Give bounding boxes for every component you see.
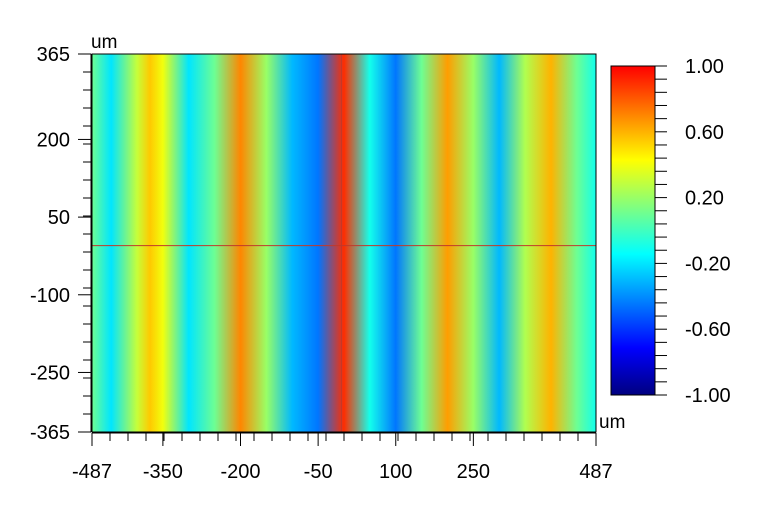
y-axis: 365 200 50 -100 -250 -365 (30, 44, 92, 444)
y-tick-label: -365 (30, 422, 70, 444)
y-tick-label: -250 (30, 362, 70, 384)
x-tick-label: -50 (304, 461, 333, 483)
colorbar-tick-label: -0.60 (685, 319, 731, 341)
plot-area (91, 53, 597, 433)
plot-frame (91, 53, 597, 433)
colorbar-scale (610, 65, 656, 396)
x-tick-label: -200 (220, 461, 260, 483)
colorbar-tick-label: -0.20 (685, 253, 731, 275)
y-tick-label: 50 (48, 207, 70, 229)
x-tick-label: -487 (72, 461, 112, 483)
x-axis-unit-label: um (599, 412, 625, 433)
x-axis: -487 -350 -200 -50 100 250 487 (72, 432, 613, 483)
y-tick-label: -100 (30, 285, 70, 307)
x-tick-label: 100 (379, 461, 412, 483)
colorbar-ticks: 1.00 0.60 0.20 -0.20 -0.60 -1.00 (655, 56, 731, 407)
y-tick-label: 365 (37, 44, 70, 66)
y-axis-unit-label: um (91, 32, 117, 53)
colorbar (610, 65, 656, 396)
heatmap-field (92, 54, 596, 432)
colorbar-tick-label: -1.00 (685, 385, 731, 407)
colorbar-tick-label: 1.00 (685, 56, 724, 78)
colorbar-tick-label: 0.60 (685, 122, 724, 144)
y-tick-label: 200 (37, 129, 70, 151)
x-tick-label: 487 (579, 461, 612, 483)
x-tick-label: 250 (457, 461, 490, 483)
x-tick-label: -350 (143, 461, 183, 483)
colorbar-tick-label: 0.20 (685, 188, 724, 210)
